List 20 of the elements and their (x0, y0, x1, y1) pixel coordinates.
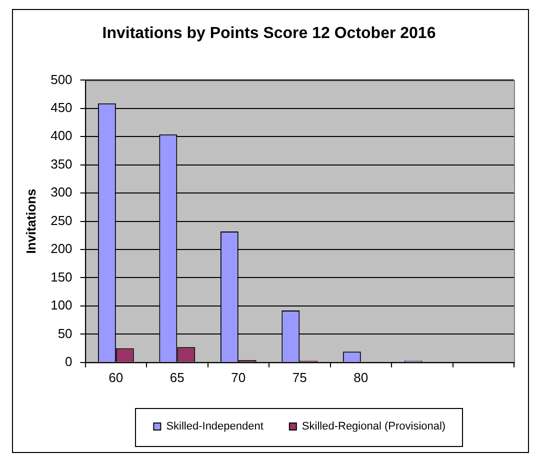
x-tick-label: 70 (231, 370, 246, 385)
y-tick-label: 150 (50, 269, 72, 284)
x-tick-label: 75 (292, 370, 307, 385)
y-tick-label: 350 (50, 156, 72, 172)
legend-label: Skilled-Independent (166, 420, 264, 433)
y-tick-label: 500 (50, 72, 72, 87)
y-tick-label: 100 (50, 298, 72, 313)
y-tick-label: 0 (65, 354, 72, 369)
y-tick-label: 450 (50, 100, 72, 115)
y-tick-label: 300 (50, 184, 72, 200)
x-tick-label: 80 (354, 370, 368, 385)
y-tick-label: 400 (50, 128, 72, 144)
y-axis-title: Invitations (23, 188, 38, 254)
x-tick-label: 65 (170, 370, 184, 385)
chart-title: Invitations by Points Score 12 October 2016 (102, 25, 436, 42)
x-tick-label: 60 (108, 370, 124, 385)
y-tick-label: 50 (58, 326, 72, 341)
y-tick-label: 250 (50, 212, 72, 228)
y-tick-label: 200 (50, 241, 72, 256)
legend-label: Skilled-Regional (Provisional) (302, 420, 446, 433)
